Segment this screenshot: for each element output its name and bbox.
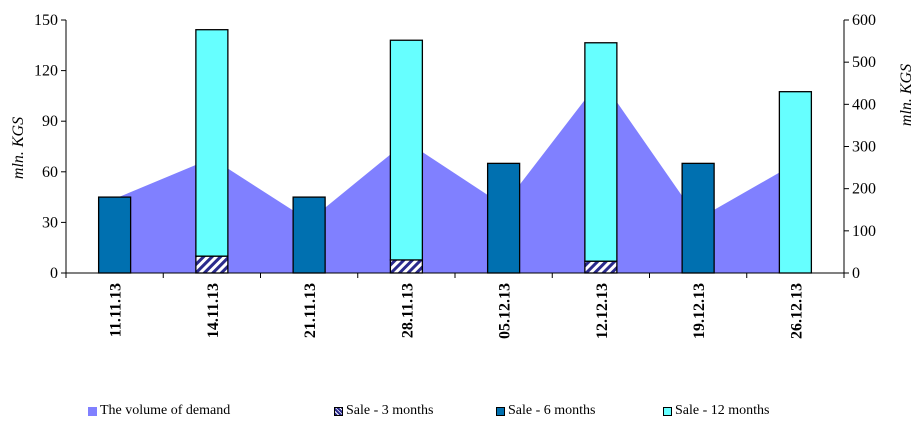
bar-sale-6m-0 [97, 196, 132, 274]
bar-sale-6m-2 [292, 196, 326, 274]
y-right-tick-label: 0 [852, 265, 860, 282]
legend: The volume of demand Sale - 3 months Sal… [0, 403, 922, 423]
y-right-tick-label: 200 [852, 181, 876, 198]
area-layer [114, 79, 796, 274]
legend-item-sale-6m: Sale - 6 months [496, 403, 596, 419]
legend-item-demand: The volume of demand [88, 403, 230, 419]
y-left-tick-label: 0 [50, 265, 58, 282]
x-tick-label: 26.12.13 [788, 283, 805, 339]
y-right-tick-label: 600 [852, 12, 876, 29]
bar-sale-6m-6 [681, 162, 715, 274]
bar-sale-3m-5 [584, 260, 618, 274]
x-tick-label: 12.12.13 [594, 283, 611, 339]
y-left-tick-label: 120 [34, 63, 58, 80]
bar-sale-3m-3 [389, 259, 424, 274]
bar-sale-12m-7 [778, 91, 813, 274]
x-tick-label: 05.12.13 [497, 283, 514, 339]
bar-layer [97, 29, 813, 274]
bar-sale-12m-3 [389, 39, 424, 261]
y-left-tick-label: 60 [42, 164, 58, 181]
legend-swatch-sale-12m [663, 406, 672, 416]
y-right-tick-label: 300 [852, 139, 876, 156]
series-area-demand [114, 79, 796, 274]
y-left-tick-label: 90 [42, 113, 58, 130]
y-right-axis-label: mln. KGS [898, 64, 915, 126]
bar-sale-3m-1 [195, 255, 229, 274]
y-left-axis-label: mln. KGS [10, 117, 27, 179]
legend-swatch-sale-3m [334, 406, 343, 416]
y-right-tick-label: 100 [852, 223, 876, 240]
axis-layer: 0 30 60 90 120 150 0 100 200 300 400 500 600 11.11.13… [34, 12, 876, 339]
x-tick-label: 28.11.13 [399, 283, 416, 338]
bar-sale-12m-1 [195, 29, 229, 257]
x-tick-label: 11.11.13 [108, 283, 125, 337]
legend-label-sale-12m: Sale - 12 months [675, 403, 770, 418]
legend-item-sale-12m: Sale - 12 months [663, 403, 770, 419]
x-tick-label: 14.11.13 [205, 283, 222, 338]
legend-swatch-sale-6m [496, 406, 505, 416]
bar-sale-12m-5 [584, 42, 618, 262]
legend-label-sale-3m: Sale - 3 months [346, 403, 434, 418]
y-right-tick-label: 500 [852, 54, 876, 71]
legend-label-sale-6m: Sale - 6 months [508, 403, 596, 418]
x-tick-label: 19.12.13 [691, 283, 708, 339]
legend-item-sale-3m: Sale - 3 months [334, 403, 434, 419]
x-tick-label: 21.11.13 [302, 283, 319, 338]
y-right-tick-label: 400 [852, 96, 876, 113]
legend-swatch-demand [88, 406, 97, 416]
y-left-tick-label: 150 [34, 12, 58, 29]
bar-sale-6m-4 [486, 162, 521, 274]
legend-label-demand: The volume of demand [100, 403, 231, 418]
y-left-tick-label: 30 [42, 214, 58, 231]
